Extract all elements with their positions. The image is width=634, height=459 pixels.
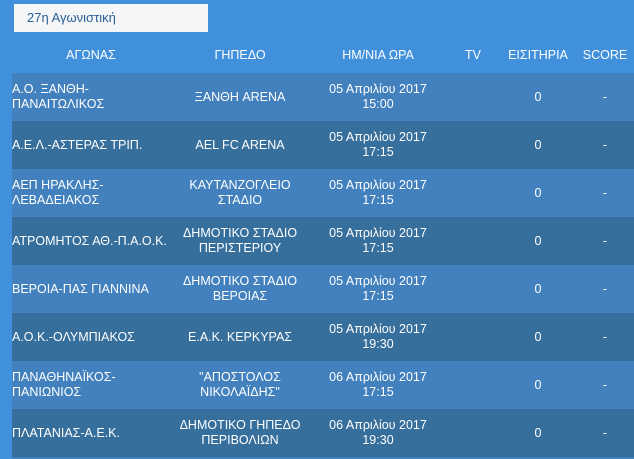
cell-tickets[interactable]: 0 xyxy=(534,329,542,344)
cell-date-time: 17:15 xyxy=(362,193,394,207)
cell-tickets[interactable]: 0 xyxy=(534,377,542,392)
cell-match[interactable]: Α.Ο.Κ.-ΟΛΥΜΠΙΑΚΟΣ xyxy=(12,329,135,344)
cell-tv xyxy=(446,313,500,361)
cell-date-time: 17:15 xyxy=(362,241,394,255)
cell-score: - xyxy=(602,137,608,152)
header-row: ΑΓΩΝΑΣ ΓΗΠΕΔΟ ΗΜ/ΝΙΑ ΩΡΑ TV ΕΙΣΙΤΗΡΙΑ SC… xyxy=(12,37,634,73)
cell-tickets[interactable]: 0 xyxy=(534,137,542,152)
cell-score: - xyxy=(602,89,608,104)
cell-tickets[interactable]: 0 xyxy=(534,185,542,200)
column-header-score[interactable]: SCORE xyxy=(582,47,628,62)
cell-tickets[interactable]: 0 xyxy=(534,89,542,104)
cell-score: - xyxy=(602,377,608,392)
cell-date-day: 05 Απριλίου 2017 xyxy=(329,178,427,192)
cell-date-day: 06 Απριλίου 2017 xyxy=(329,370,427,384)
cell-match[interactable]: ΒΕΡΟΙΑ-ΠΑΣ ΓΙΑΝΝΙΝΑ xyxy=(12,281,149,296)
table-row[interactable]: ΠΑΝΑΘΗΝΑΪΚΟΣ-ΠΑΝΙΩΝΙΟΣ "ΑΠΟΣΤΟΛΟΣ ΝΙΚΟΛΑΪ… xyxy=(12,361,634,409)
cell-venue: ΔΗΜΟΤΙΚΟ ΓΗΠΕΔΟ ΠΕΡΙΒΟΛΙΩΝ xyxy=(179,418,301,447)
cell-date-time: 17:15 xyxy=(362,145,394,159)
column-header-match[interactable]: ΑΓΩΝΑΣ xyxy=(66,47,116,62)
table-row[interactable]: ΑΤΡΟΜΗΤΟΣ ΑΘ.-Π.Α.Ο.Κ. ΔΗΜΟΤΙΚΟ ΣΤΑΔΙΟ ΠΕ… xyxy=(12,217,634,265)
cell-date-time: 17:15 xyxy=(362,289,394,303)
table-row[interactable]: ΒΕΡΟΙΑ-ΠΑΣ ΓΙΑΝΝΙΝΑ ΔΗΜΟΤΙΚΟ ΣΤΑΔΙΟ ΒΕΡΟΙ… xyxy=(12,265,634,313)
cell-tickets[interactable]: 0 xyxy=(534,425,542,440)
cell-venue: Ε.Α.Κ. ΚΕΡΚΥΡΑΣ xyxy=(187,329,293,344)
panel-inner: ΑΓΩΝΑΣ ΓΗΠΕΔΟ ΗΜ/ΝΙΑ ΩΡΑ TV ΕΙΣΙΤΗΡΙΑ SC… xyxy=(4,37,634,459)
cell-venue: "ΑΠΟΣΤΟΛΟΣ ΝΙΚΟΛΑΪΔΗΣ" xyxy=(199,370,281,399)
cell-date-time: 15:00 xyxy=(362,97,394,111)
cell-date-day: 05 Απριλίου 2017 xyxy=(329,322,427,336)
table-row[interactable]: Α.Ο.Κ.-ΟΛΥΜΠΙΑΚΟΣ Ε.Α.Κ. ΚΕΡΚΥΡΑΣ 05 Απριλ… xyxy=(12,313,634,361)
cell-date-day: 05 Απριλίου 2017 xyxy=(329,274,427,288)
cell-tv xyxy=(446,169,500,217)
cell-score: - xyxy=(602,329,608,344)
cell-venue: ΔΗΜΟΤΙΚΟ ΣΤΑΔΙΟ ΒΕΡΟΙΑΣ xyxy=(182,274,298,303)
cell-tickets[interactable]: 0 xyxy=(534,281,542,296)
fixtures-grid: ΑΓΩΝΑΣ ΓΗΠΕΔΟ ΗΜ/ΝΙΑ ΩΡΑ TV ΕΙΣΙΤΗΡΙΑ SC… xyxy=(12,37,634,459)
tab-strip: 27η Αγωνιστική xyxy=(0,0,634,36)
cell-date: 05 Απριλίου 2017 19:30 xyxy=(310,313,446,361)
cell-tv xyxy=(446,409,500,457)
column-header-tv[interactable]: TV xyxy=(465,47,481,62)
cell-score: - xyxy=(602,185,608,200)
cell-date-day: 05 Απριλίου 2017 xyxy=(329,82,427,96)
table-row[interactable]: ΠΛΑΤΑΝΙΑΣ-Α.Ε.Κ. ΔΗΜΟΤΙΚΟ ΓΗΠΕΔΟ ΠΕΡΙΒΟΛΙ… xyxy=(12,409,634,457)
cell-date-day: 06 Απριλίου 2017 xyxy=(329,418,427,432)
cell-date: 06 Απριλίου 2017 19:30 xyxy=(310,409,446,457)
cell-date: 06 Απριλίου 2017 17:15 xyxy=(310,361,446,409)
cell-date: 05 Απριλίου 2017 17:15 xyxy=(310,217,446,265)
cell-tv xyxy=(446,361,500,409)
column-header-tickets[interactable]: ΕΙΣΙΤΗΡΙΑ xyxy=(508,47,568,62)
cell-tv xyxy=(446,73,500,121)
cell-date-time: 19:30 xyxy=(362,433,394,447)
tab-matchday[interactable]: 27η Αγωνιστική xyxy=(14,4,208,32)
cell-date-day: 05 Απριλίου 2017 xyxy=(329,130,427,144)
cell-venue: ΚΑΥΤΑΝΖΟΓΛΕΙΟ ΣΤΑΔΙΟ xyxy=(189,178,291,207)
cell-venue: AEL FC ARENA xyxy=(195,137,285,152)
table-header: ΑΓΩΝΑΣ ΓΗΠΕΔΟ ΗΜ/ΝΙΑ ΩΡΑ TV ΕΙΣΙΤΗΡΙΑ SC… xyxy=(12,37,634,73)
cell-match[interactable]: ΠΛΑΤΑΝΙΑΣ-Α.Ε.Κ. xyxy=(12,425,120,440)
table-body: Α.Ο. ΞΑΝΘΗ-ΠΑΝΑΙΤΩΛΙΚΟΣ ΞΑΝΘΗ ARENA 05 Απρ… xyxy=(12,73,634,457)
left-rail xyxy=(4,37,12,459)
table-row[interactable]: Α.Ο. ΞΑΝΘΗ-ΠΑΝΑΙΤΩΛΙΚΟΣ ΞΑΝΘΗ ARENA 05 Απρ… xyxy=(12,73,634,121)
cell-score: - xyxy=(602,233,608,248)
cell-date-day: 05 Απριλίου 2017 xyxy=(329,226,427,240)
cell-tickets[interactable]: 0 xyxy=(534,233,542,248)
column-header-venue[interactable]: ΓΗΠΕΔΟ xyxy=(214,47,266,62)
cell-date-time: 17:15 xyxy=(362,385,394,399)
fixtures-panel: ΑΓΩΝΑΣ ΓΗΠΕΔΟ ΗΜ/ΝΙΑ ΩΡΑ TV ΕΙΣΙΤΗΡΙΑ SC… xyxy=(0,36,634,459)
cell-tv xyxy=(446,265,500,313)
cell-tv xyxy=(446,217,500,265)
fixtures-table: ΑΓΩΝΑΣ ΓΗΠΕΔΟ ΗΜ/ΝΙΑ ΩΡΑ TV ΕΙΣΙΤΗΡΙΑ SC… xyxy=(12,37,634,457)
cell-score: - xyxy=(602,281,608,296)
cell-match[interactable]: ΑΕΠ ΗΡΑΚΛΗΣ-ΛΕΒΑΔΕΙΑΚΟΣ xyxy=(12,178,104,207)
cell-date-time: 19:30 xyxy=(362,337,394,351)
cell-venue: ΔΗΜΟΤΙΚΟ ΣΤΑΔΙΟ ΠΕΡΙΣΤΕΡΙΟΥ xyxy=(182,226,298,255)
cell-date: 05 Απριλίου 2017 15:00 xyxy=(310,73,446,121)
cell-venue: ΞΑΝΘΗ ARENA xyxy=(194,89,286,104)
cell-score: - xyxy=(602,425,608,440)
table-row[interactable]: ΑΕΠ ΗΡΑΚΛΗΣ-ΛΕΒΑΔΕΙΑΚΟΣ ΚΑΥΤΑΝΖΟΓΛΕΙΟ ΣΤΑ… xyxy=(12,169,634,217)
cell-match[interactable]: ΠΑΝΑΘΗΝΑΪΚΟΣ-ΠΑΝΙΩΝΙΟΣ xyxy=(12,370,116,399)
cell-tv xyxy=(446,121,500,169)
table-row[interactable]: Α.Ε.Λ.-ΑΣΤΕΡΑΣ ΤΡΙΠ. AEL FC ARENA 05 Απριλ… xyxy=(12,121,634,169)
cell-match[interactable]: Α.Ο. ΞΑΝΘΗ-ΠΑΝΑΙΤΩΛΙΚΟΣ xyxy=(12,82,105,111)
column-header-date[interactable]: ΗΜ/ΝΙΑ ΩΡΑ xyxy=(342,47,414,62)
cell-date: 05 Απριλίου 2017 17:15 xyxy=(310,169,446,217)
cell-match[interactable]: ΑΤΡΟΜΗΤΟΣ ΑΘ.-Π.Α.Ο.Κ. xyxy=(12,233,167,248)
cell-date: 05 Απριλίου 2017 17:15 xyxy=(310,265,446,313)
cell-match[interactable]: Α.Ε.Λ.-ΑΣΤΕΡΑΣ ΤΡΙΠ. xyxy=(12,137,143,152)
cell-date: 05 Απριλίου 2017 17:15 xyxy=(310,121,446,169)
